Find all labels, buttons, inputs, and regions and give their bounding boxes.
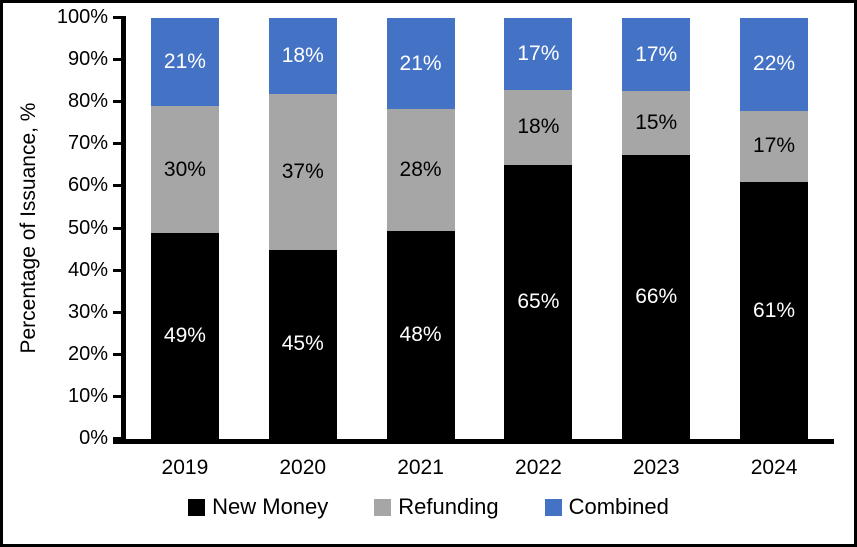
y-axis-tick-marks: [113, 16, 122, 440]
y-tick-mark: [113, 16, 122, 19]
y-tick-label: 60%: [67, 174, 108, 197]
y-tick-mark: [113, 226, 122, 230]
bar-segment-refunding: 37%: [268, 93, 337, 250]
y-tick-label: 30%: [67, 300, 108, 323]
legend-label: New Money: [212, 494, 329, 519]
y-tick-mark: [113, 58, 122, 62]
legend-swatch-icon: [544, 498, 562, 516]
legend-item-new-money: New Money: [188, 494, 328, 520]
y-tick-mark: [113, 352, 122, 356]
bar-segment-combined: 21%: [386, 18, 455, 110]
y-tick-label: 70%: [67, 132, 108, 155]
y-tick-mark: [113, 310, 122, 314]
legend-item-refunding: Refunding: [374, 494, 499, 520]
y-axis-line: [121, 16, 126, 444]
bar-segment-combined: 18%: [268, 18, 337, 94]
bar-column-2020: 45% 37% 18%: [268, 18, 337, 439]
y-tick-mark: [113, 437, 122, 440]
bar-segment-refunding: 17%: [740, 110, 809, 183]
legend-item-combined: Combined: [544, 494, 669, 520]
bar-segment-combined: 17%: [504, 18, 573, 90]
bar-column-2021: 48% 28% 21%: [386, 18, 455, 439]
x-axis-line: [113, 439, 834, 444]
legend-swatch-icon: [188, 498, 206, 516]
bar-segment-refunding: 18%: [504, 89, 573, 166]
y-tick-mark: [113, 184, 122, 188]
bar-column-2019: 49% 30% 21%: [150, 18, 219, 439]
x-category-label: 2021: [397, 456, 444, 479]
y-tick-mark: [113, 394, 122, 398]
bar-segment-combined: 22%: [740, 18, 809, 111]
bar-segment-new-money: 65%: [504, 165, 573, 439]
bar-segment-new-money: 49%: [150, 232, 219, 439]
bar-segment-new-money: 48%: [386, 230, 455, 439]
bar-segment-combined: 17%: [622, 18, 691, 92]
y-tick-label: 50%: [67, 216, 108, 239]
y-tick-mark: [113, 100, 122, 104]
x-category-label: 2019: [161, 456, 209, 479]
bar-column-2023: 66% 15% 17%: [622, 18, 691, 439]
y-tick-label: 90%: [67, 48, 108, 71]
bar-segment-refunding: 28%: [386, 109, 455, 231]
y-tick-label: 100%: [56, 6, 108, 28]
bar-segment-refunding: 15%: [622, 91, 691, 156]
bar-segment-new-money: 66%: [622, 155, 691, 439]
y-tick-mark: [113, 142, 122, 146]
y-tick-mark: [113, 268, 122, 272]
y-tick-label: 40%: [67, 258, 108, 281]
x-category-label: 2020: [279, 456, 327, 479]
legend-swatch-icon: [374, 498, 392, 516]
legend-label: Refunding: [398, 494, 499, 519]
x-category-label: 2023: [632, 456, 680, 479]
bar-segment-refunding: 30%: [150, 106, 219, 233]
bar-segment-new-money: 61%: [740, 182, 809, 439]
legend: New Money Refunding Combined: [3, 494, 854, 520]
bar-segment-new-money: 45%: [268, 249, 337, 439]
y-tick-label: 0%: [79, 427, 108, 449]
x-category-label: 2022: [515, 456, 562, 479]
bar-column-2024: 61% 17% 22%: [740, 18, 809, 439]
y-axis-tick-labels: 0% 10% 20% 30% 40% 50% 60% 70% 80% 90% 100%: [3, 6, 108, 449]
legend-label: Combined: [568, 494, 669, 519]
x-category-label: 2024: [750, 456, 798, 479]
y-tick-label: 10%: [67, 384, 108, 407]
x-axis-category-labels: 2019 2020 2021 2022 2023 2024: [126, 456, 833, 480]
y-tick-label: 20%: [67, 342, 108, 365]
bar-column-2022: 65% 18% 17%: [504, 18, 573, 439]
plot-area: 49% 30% 21% 45% 37% 18% 48% 28% 21% 65% 18% 17% 66% 1…: [126, 18, 833, 439]
bar-segment-combined: 21%: [150, 18, 219, 107]
y-tick-label: 80%: [67, 90, 108, 113]
